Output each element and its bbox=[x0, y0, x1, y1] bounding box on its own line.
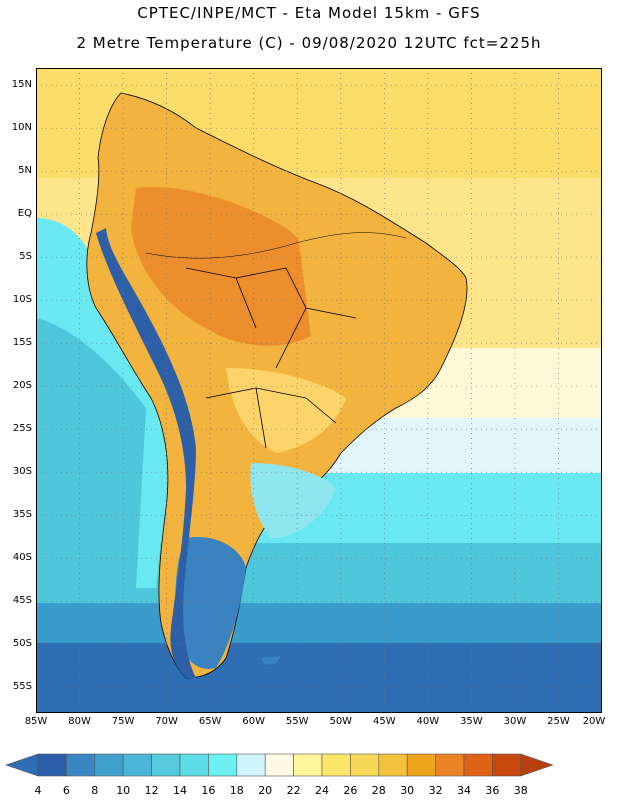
lon-label: 65W bbox=[198, 716, 222, 727]
lon-label: 20W bbox=[582, 716, 606, 727]
colorbar-cell bbox=[293, 753, 323, 777]
colorbar-label: 38 bbox=[513, 784, 528, 797]
colorbar-cell bbox=[350, 753, 380, 777]
colorbar-cell bbox=[208, 753, 238, 777]
colorbar-label: 28 bbox=[371, 784, 386, 797]
colorbar-cell bbox=[463, 753, 493, 777]
lon-label: 40W bbox=[416, 716, 440, 727]
colorbar-label: 30 bbox=[400, 784, 415, 797]
lat-label: 15N bbox=[11, 79, 32, 91]
ocean-band-cold bbox=[36, 643, 602, 713]
colorbar-label: 26 bbox=[343, 784, 358, 797]
andes-ridge bbox=[96, 228, 196, 678]
lon-label: 25W bbox=[547, 716, 570, 727]
colorbar-cell bbox=[94, 753, 124, 777]
ocean-band-deep bbox=[36, 603, 602, 643]
map-frame bbox=[36, 68, 602, 713]
colorbar bbox=[0, 750, 618, 800]
map-canvas bbox=[36, 68, 602, 713]
lon-label: 50W bbox=[329, 716, 353, 727]
falkland-islands bbox=[261, 656, 281, 665]
lon-label: 85W bbox=[24, 716, 48, 727]
colorbar-under-arrow bbox=[5, 753, 39, 777]
lat-label: 55S bbox=[12, 681, 32, 693]
country-borders bbox=[185, 267, 357, 449]
map-title-line-1: CPTEC/INPE/MCT - Eta Model 15km - GFS bbox=[137, 4, 481, 22]
lat-label: 20S bbox=[12, 380, 32, 392]
colorbar-cell bbox=[378, 753, 408, 777]
lon-label: 75W bbox=[111, 716, 135, 727]
colorbar-cell bbox=[492, 753, 522, 777]
colorbar-label: 22 bbox=[286, 784, 301, 797]
colorbar-cell bbox=[122, 753, 152, 777]
lat-label: 5S bbox=[19, 251, 32, 263]
colorbar-label: 10 bbox=[116, 784, 131, 797]
colorbar-cell bbox=[321, 753, 351, 777]
amazon-river bbox=[145, 232, 407, 259]
colorbar-cell bbox=[179, 753, 209, 777]
land-warm-east bbox=[296, 218, 446, 388]
colorbar-label: 24 bbox=[315, 784, 329, 797]
lat-label: 25S bbox=[12, 423, 32, 435]
colorbar-cell bbox=[406, 753, 436, 777]
land-cool-pampas bbox=[250, 463, 336, 538]
colorbar-label: 14 bbox=[173, 784, 187, 797]
colorbar-label: 16 bbox=[201, 784, 216, 797]
temperature-map bbox=[36, 68, 602, 713]
lat-label: 10N bbox=[11, 122, 32, 134]
colorbar-cell bbox=[435, 753, 465, 777]
colorbar-label: 20 bbox=[258, 784, 273, 797]
lon-label: 60W bbox=[242, 716, 265, 727]
map-title-line-2: 2 Metre Temperature (C) - 09/08/2020 12U… bbox=[76, 34, 542, 52]
colorbar-label: 34 bbox=[457, 784, 471, 797]
colorbar-cell bbox=[66, 753, 96, 777]
lat-label: 10S bbox=[12, 294, 32, 306]
lat-label: 15S bbox=[12, 337, 32, 349]
colorbar-label: 32 bbox=[428, 784, 443, 797]
colorbar-cell bbox=[37, 753, 67, 777]
lat-label: 5N bbox=[18, 165, 32, 177]
colorbar-label: 18 bbox=[229, 784, 244, 797]
colorbar-cell bbox=[236, 753, 266, 777]
colorbar-label: 36 bbox=[485, 784, 500, 797]
colorbar-label: 12 bbox=[144, 784, 159, 797]
patagonia-cold bbox=[175, 537, 246, 669]
pacific-deep-region bbox=[36, 318, 146, 588]
lon-label: 70W bbox=[155, 716, 178, 727]
lat-label: EQ bbox=[17, 208, 32, 220]
lat-label: 45S bbox=[12, 595, 32, 607]
lon-label: 55W bbox=[285, 716, 309, 727]
lat-label: 40S bbox=[12, 552, 32, 564]
colorbar-cells bbox=[5, 753, 554, 777]
lon-label: 35W bbox=[460, 716, 483, 727]
lat-label: 35S bbox=[12, 509, 32, 521]
lat-label: 50S bbox=[12, 638, 32, 650]
lon-label: 80W bbox=[68, 716, 91, 727]
colorbar-label: 6 bbox=[62, 784, 70, 797]
colorbar-over-arrow bbox=[520, 753, 554, 777]
colorbar-cell bbox=[264, 753, 294, 777]
lon-label: 45W bbox=[372, 716, 396, 727]
colorbar-label: 4 bbox=[34, 784, 42, 797]
colorbar-cell bbox=[151, 753, 181, 777]
colorbar-label: 8 bbox=[91, 784, 99, 797]
lon-label: 30W bbox=[503, 716, 527, 727]
land-hot-core bbox=[131, 187, 326, 346]
lat-label: 30S bbox=[12, 466, 32, 478]
